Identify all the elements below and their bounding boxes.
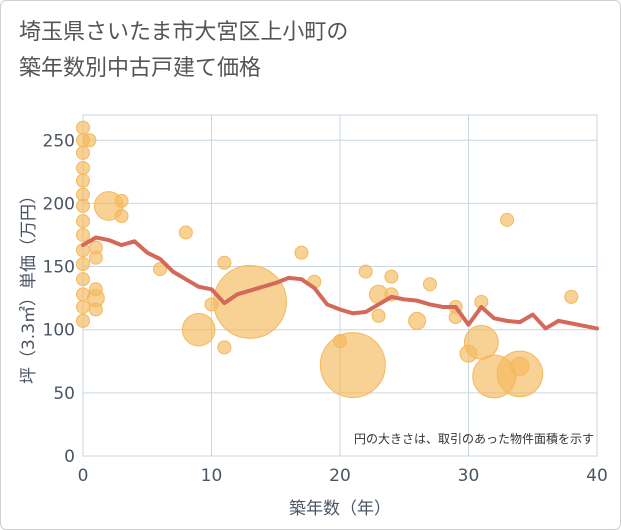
bubble-point [217,340,232,355]
bubble-point [114,209,129,224]
bubble-point [358,264,373,279]
y-tick-label: 0 [64,447,75,467]
y-tick-label: 250 [43,131,75,151]
bubble-point [82,133,97,148]
trend-line [81,235,599,331]
bubble-point [88,302,103,317]
trend-line-group [81,235,599,331]
y-tick-label: 150 [43,258,75,278]
bubble-point [76,145,90,160]
bubble-point [371,308,386,323]
chart-title-line-2: 築年数別中古戸建て価格 [19,56,262,81]
axis-ticks: 0 10 20 30 40 0 50 100 150 200 250 [43,131,608,486]
chart-title: 埼玉県さいたま市大宮区上小町の 築年数別中古戸建て価格 [19,15,348,87]
bubble-point [76,173,90,188]
bubble-point [76,272,90,287]
x-tick-label: 30 [458,466,480,486]
bubble-point [178,225,193,240]
bubble-point [294,245,309,260]
bubble-point [76,214,90,229]
grid-lines [82,114,598,457]
bubble-point [88,250,103,265]
bubble-point [76,227,90,242]
bubble-point [319,332,386,399]
y-tick-label: 200 [43,194,75,214]
bubble-point [408,311,427,330]
bubble-size-note: 円の大きさは、取引のあった物件面積を示す [354,431,594,446]
bubble-point [76,120,90,135]
x-tick-label: 20 [329,466,351,486]
x-tick-label: 10 [201,466,223,486]
chart-title-line-1: 埼玉県さいたま市大宮区上小町の [19,20,349,45]
bubble-point [422,277,437,292]
bubble-point [76,257,90,272]
bubble-point [76,313,90,328]
x-tick-label: 40 [586,466,608,486]
bubble-point [153,262,168,277]
bubble-point [384,269,399,284]
bubble-point [564,289,579,304]
bubble-point [500,212,515,227]
x-tick-label: 0 [78,466,89,486]
bubble-point [463,324,499,360]
y-axis-title: 坪（3.3㎡）単価（万円） [19,187,39,384]
bubble-point [181,312,216,347]
y-tick-label: 100 [43,321,75,341]
bubble-point [217,255,232,270]
bubble-point [114,193,129,208]
bubble-point [76,299,90,314]
bubble-point [76,198,90,213]
bubble-point [76,161,90,176]
bubble-point [510,356,530,376]
bubble-series [76,120,579,399]
y-tick-label: 50 [53,384,75,404]
x-axis-title: 築年数（年） [289,499,391,519]
